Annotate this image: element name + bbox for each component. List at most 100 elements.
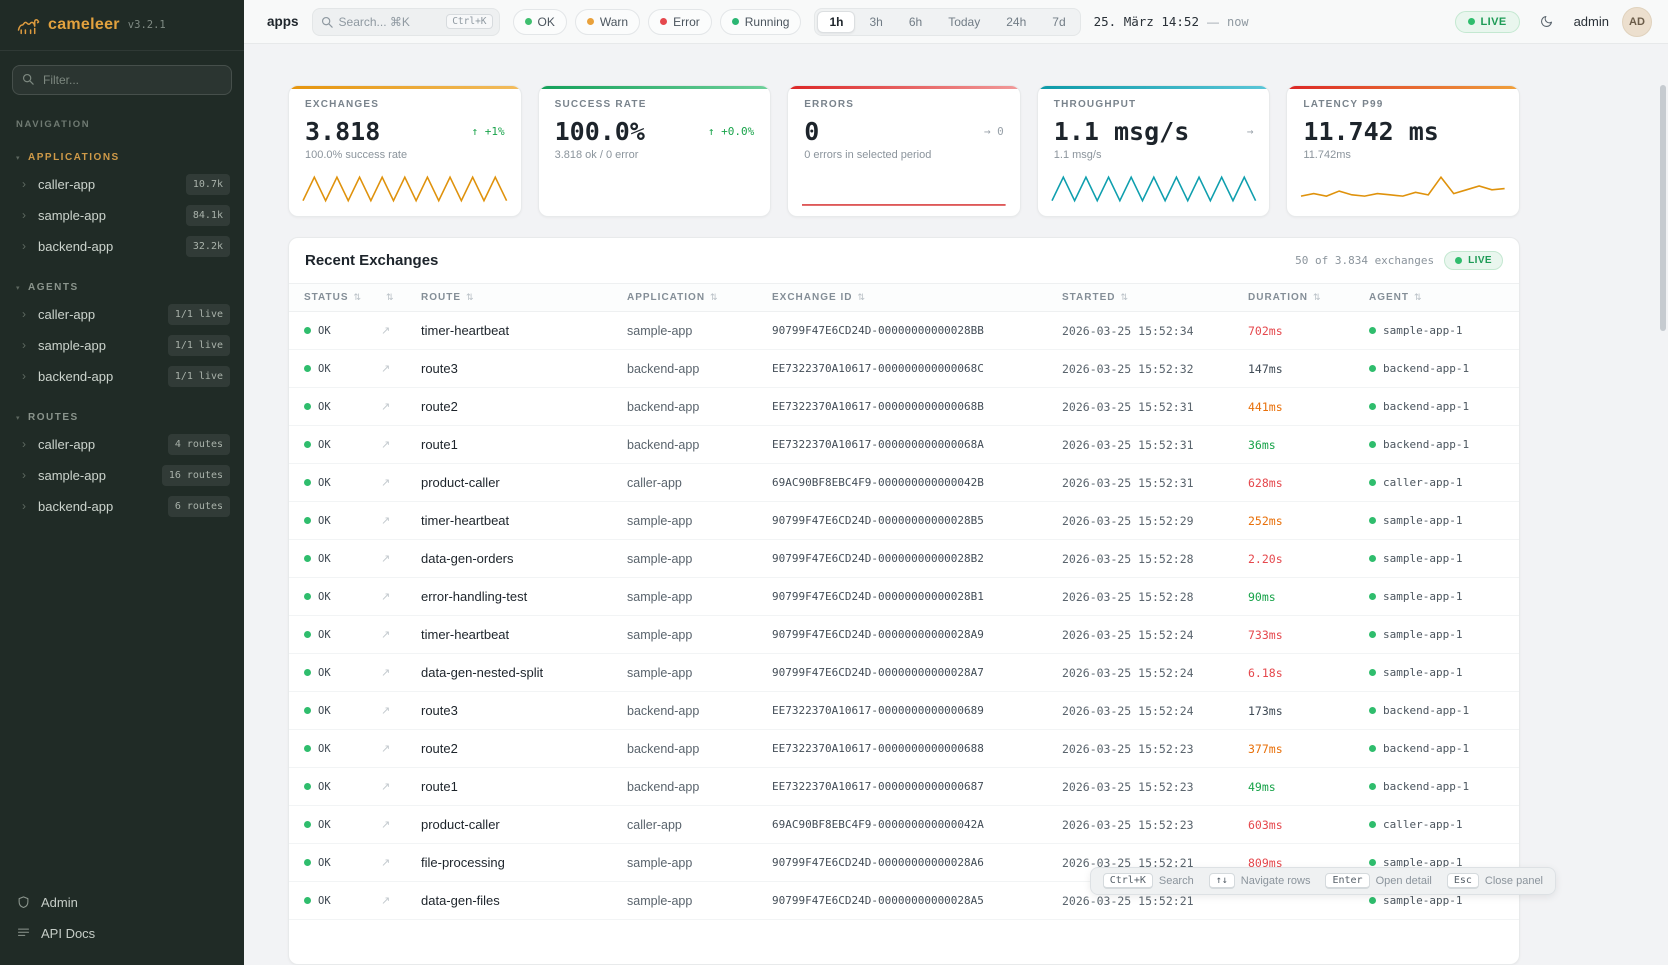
- theme-toggle[interactable]: [1533, 8, 1561, 36]
- status-label: OK: [318, 476, 331, 489]
- table-row[interactable]: OK ↗ data-gen-files sample-app 90799F47E…: [289, 882, 1519, 920]
- column-header[interactable]: ROUTE ⇅: [421, 284, 627, 311]
- started-cell: 2026-03-25 15:52:28: [1062, 589, 1194, 604]
- api-docs-link[interactable]: API Docs: [16, 918, 228, 949]
- search-shortcut-kbd: Ctrl+K: [446, 14, 493, 29]
- status-filter-chip[interactable]: OK: [512, 8, 567, 35]
- open-detail-icon[interactable]: ↗: [381, 515, 391, 527]
- table-row[interactable]: OK ↗ product-caller caller-app 69AC90BF8…: [289, 806, 1519, 844]
- table-row[interactable]: OK ↗ timer-heartbeat sample-app 90799F47…: [289, 312, 1519, 350]
- time-range-button[interactable]: 3h: [857, 11, 894, 33]
- column-header[interactable]: STARTED ⇅: [1062, 284, 1248, 311]
- open-detail-icon[interactable]: ↗: [381, 819, 391, 831]
- sidebar-item-application[interactable]: › backend-app 32.2k: [0, 231, 244, 262]
- chevron-right-icon: ›: [22, 338, 26, 352]
- status-cell: OK: [289, 895, 369, 907]
- sidebar-item-label: backend-app: [38, 239, 114, 254]
- table-row[interactable]: OK ↗ route2 backend-app EE7322370A10617-…: [289, 730, 1519, 768]
- sidebar-item-application[interactable]: › caller-app 10.7k: [0, 169, 244, 200]
- table-row[interactable]: OK ↗ route3 backend-app EE7322370A10617-…: [289, 350, 1519, 388]
- table-row[interactable]: OK ↗ route2 backend-app EE7322370A10617-…: [289, 388, 1519, 426]
- open-detail-icon[interactable]: ↗: [381, 401, 391, 413]
- sidebar-item-badge: 16 routes: [161, 465, 230, 486]
- open-detail-icon[interactable]: ↗: [381, 629, 391, 641]
- open-detail-icon[interactable]: ↗: [381, 743, 391, 755]
- application-cell: backend-app: [627, 361, 700, 376]
- open-detail-icon[interactable]: ↗: [381, 895, 391, 907]
- open-detail-icon[interactable]: ↗: [381, 439, 391, 451]
- sidebar-filter: [12, 65, 232, 95]
- open-detail-icon[interactable]: ↗: [381, 705, 391, 717]
- section-title-applications[interactable]: ▾ APPLICATIONS: [0, 148, 244, 169]
- open-detail-icon[interactable]: ↗: [381, 781, 391, 793]
- open-detail-icon[interactable]: ↗: [381, 553, 391, 565]
- app-logo[interactable]: cameleer v3.2.1: [0, 0, 244, 51]
- section-title-routes[interactable]: ▾ ROUTES: [0, 408, 244, 429]
- stat-label: ERRORS: [804, 99, 855, 110]
- sidebar-item-route[interactable]: › backend-app 6 routes: [0, 491, 244, 522]
- agent-status-dot: [1369, 859, 1376, 866]
- search-input[interactable]: [338, 14, 441, 29]
- status-label: OK: [318, 704, 331, 717]
- admin-label: Admin: [41, 895, 78, 910]
- open-detail-icon[interactable]: ↗: [381, 857, 391, 869]
- user-name: admin: [1573, 14, 1609, 29]
- time-range-button[interactable]: Today: [936, 11, 992, 33]
- table-row[interactable]: OK ↗ route3 backend-app EE7322370A10617-…: [289, 692, 1519, 730]
- table-row[interactable]: OK ↗ data-gen-orders sample-app 90799F47…: [289, 540, 1519, 578]
- table-row[interactable]: OK ↗ file-processing sample-app 90799F47…: [289, 844, 1519, 882]
- sidebar-item-agent[interactable]: › backend-app 1/1 live: [0, 361, 244, 392]
- open-detail-icon[interactable]: ↗: [381, 477, 391, 489]
- application-cell: backend-app: [627, 437, 700, 452]
- open-detail-icon[interactable]: ↗: [381, 591, 391, 603]
- table-row[interactable]: OK ↗ timer-heartbeat sample-app 90799F47…: [289, 616, 1519, 654]
- sidebar-item-route[interactable]: › caller-app 4 routes: [0, 429, 244, 460]
- column-header[interactable]: APPLICATION ⇅: [627, 284, 772, 311]
- column-header[interactable]: STATUS ⇅: [289, 284, 369, 311]
- sidebar-item-route[interactable]: › sample-app 16 routes: [0, 460, 244, 491]
- column-header[interactable]: AGENT ⇅: [1369, 284, 1519, 311]
- date-range-display[interactable]: 25. März 14:52 — now: [1094, 14, 1249, 29]
- status-cell: OK: [289, 857, 369, 869]
- scrollbar-thumb[interactable]: [1660, 85, 1666, 331]
- shortcut-key: Esc: [1446, 873, 1479, 889]
- column-header[interactable]: EXCHANGE ID ⇅: [772, 284, 1062, 311]
- status-filter-chip[interactable]: Warn: [574, 8, 641, 35]
- sidebar-item-badge: 32.2k: [185, 236, 230, 257]
- agent-status-dot: [1369, 897, 1376, 904]
- sidebar-filter-input[interactable]: [12, 65, 232, 95]
- app-version: v3.2.1: [127, 19, 166, 31]
- scrollbar: [1660, 48, 1666, 961]
- table-row[interactable]: OK ↗ route1 backend-app EE7322370A10617-…: [289, 426, 1519, 464]
- time-range-button[interactable]: 7d: [1040, 11, 1077, 33]
- table-row[interactable]: OK ↗ timer-heartbeat sample-app 90799F47…: [289, 502, 1519, 540]
- admin-link[interactable]: Admin: [16, 887, 228, 918]
- open-detail-icon[interactable]: ↗: [381, 325, 391, 337]
- chevron-right-icon: ›: [22, 468, 26, 482]
- sidebar-item-application[interactable]: › sample-app 84.1k: [0, 200, 244, 231]
- time-range-button[interactable]: 1h: [817, 10, 856, 33]
- column-header[interactable]: ⇅: [369, 284, 421, 311]
- column-label: EXCHANGE ID: [772, 292, 853, 303]
- table-row[interactable]: OK ↗ data-gen-nested-split sample-app 90…: [289, 654, 1519, 692]
- sidebar-item-agent[interactable]: › sample-app 1/1 live: [0, 330, 244, 361]
- open-detail-icon[interactable]: ↗: [381, 363, 391, 375]
- time-range-button[interactable]: 6h: [897, 11, 934, 33]
- chevron-right-icon: ›: [22, 239, 26, 253]
- exchange-id-cell: EE7322370A10617-0000000000000688: [772, 742, 984, 755]
- column-header[interactable]: DURATION ⇅: [1248, 284, 1369, 311]
- time-range-button[interactable]: 24h: [994, 11, 1038, 33]
- table-row[interactable]: OK ↗ route1 backend-app EE7322370A10617-…: [289, 768, 1519, 806]
- status-cell: OK: [289, 781, 369, 793]
- sidebar-item-agent[interactable]: › caller-app 1/1 live: [0, 299, 244, 330]
- section-title-agents[interactable]: ▾ AGENTS: [0, 278, 244, 299]
- status-filter-chip[interactable]: Error: [648, 8, 712, 35]
- agent-label: backend-app-1: [1383, 400, 1470, 413]
- open-detail-icon[interactable]: ↗: [381, 667, 391, 679]
- avatar[interactable]: AD: [1622, 6, 1652, 37]
- status-filter-chip[interactable]: Running: [719, 8, 802, 35]
- shortcut-label: Open detail: [1375, 875, 1432, 887]
- status-cell: OK: [289, 515, 369, 527]
- table-row[interactable]: OK ↗ error-handling-test sample-app 9079…: [289, 578, 1519, 616]
- table-row[interactable]: OK ↗ product-caller caller-app 69AC90BF8…: [289, 464, 1519, 502]
